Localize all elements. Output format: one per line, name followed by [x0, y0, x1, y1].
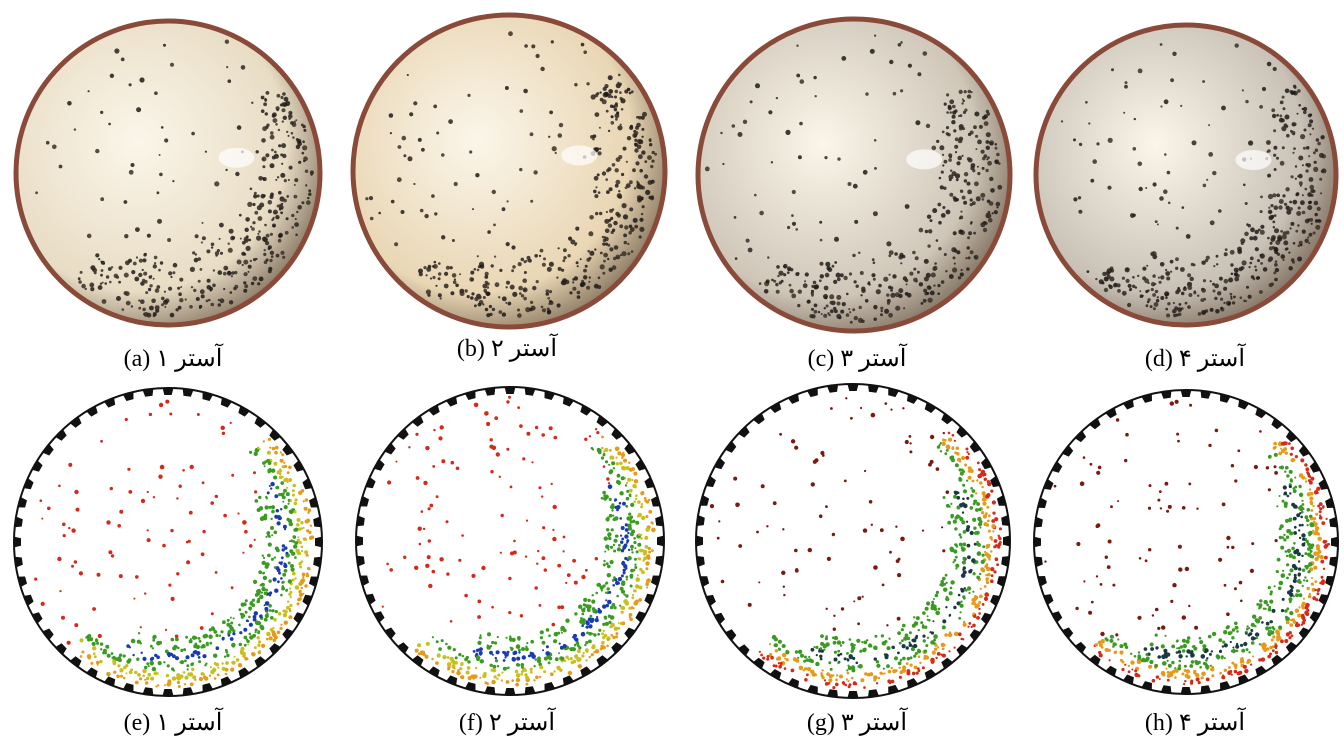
- simulation-svg: [695, 383, 1011, 699]
- particle-bed: [381, 395, 656, 687]
- caption-f: (f) آستر ۲: [458, 710, 556, 736]
- particle-bed: [709, 397, 1002, 690]
- simulation-liner-3: [692, 380, 1014, 702]
- photo-svg: [695, 16, 1013, 334]
- mill-shell: [1033, 389, 1339, 695]
- caption-h: (h) آستر ۴: [1144, 710, 1246, 736]
- simulation-svg: [13, 387, 323, 697]
- lifter-bars: [14, 388, 322, 696]
- photo-liner-1: [13, 12, 323, 334]
- photo-liner-3: [695, 14, 1013, 336]
- liner-disc: [695, 16, 1013, 334]
- simulation-svg: [355, 386, 665, 696]
- lifter-bars: [356, 387, 664, 695]
- photo-svg: [1033, 22, 1339, 328]
- liner-disc: [1033, 22, 1339, 328]
- liner-disc: [350, 12, 668, 330]
- mill-shell: [355, 386, 665, 696]
- caption-d: (d) آستر ۴: [1144, 346, 1246, 372]
- particle-bed: [1044, 399, 1331, 686]
- caption-c: (c) آستر ۳: [807, 346, 907, 372]
- particle-bed: [1060, 43, 1327, 318]
- simulation-liner-4: [1030, 382, 1342, 702]
- photo-svg: [13, 18, 323, 328]
- particle-bed: [365, 31, 657, 318]
- simulation-liner-1: [10, 382, 326, 702]
- photo-liner-4: [1033, 14, 1339, 336]
- caption-g: (g) آستر ۳: [806, 710, 908, 736]
- liner-disc: [13, 18, 323, 328]
- mill-shell: [13, 387, 323, 697]
- lifter-bars: [1034, 390, 1338, 694]
- simulation-liner-2: [352, 380, 668, 702]
- lifter-bars: [696, 384, 1010, 698]
- caption-a: (a) آستر ۱: [123, 346, 223, 372]
- caption-b: (b) آستر ۲: [456, 336, 558, 362]
- photo-liner-2: [350, 10, 668, 332]
- photo-svg: [350, 12, 668, 330]
- caption-e: (e) آستر ۱: [123, 710, 223, 736]
- particle-bed: [34, 399, 315, 688]
- particle-bed: [704, 34, 1003, 324]
- particle-bed: [35, 39, 314, 318]
- simulation-svg: [1033, 389, 1339, 695]
